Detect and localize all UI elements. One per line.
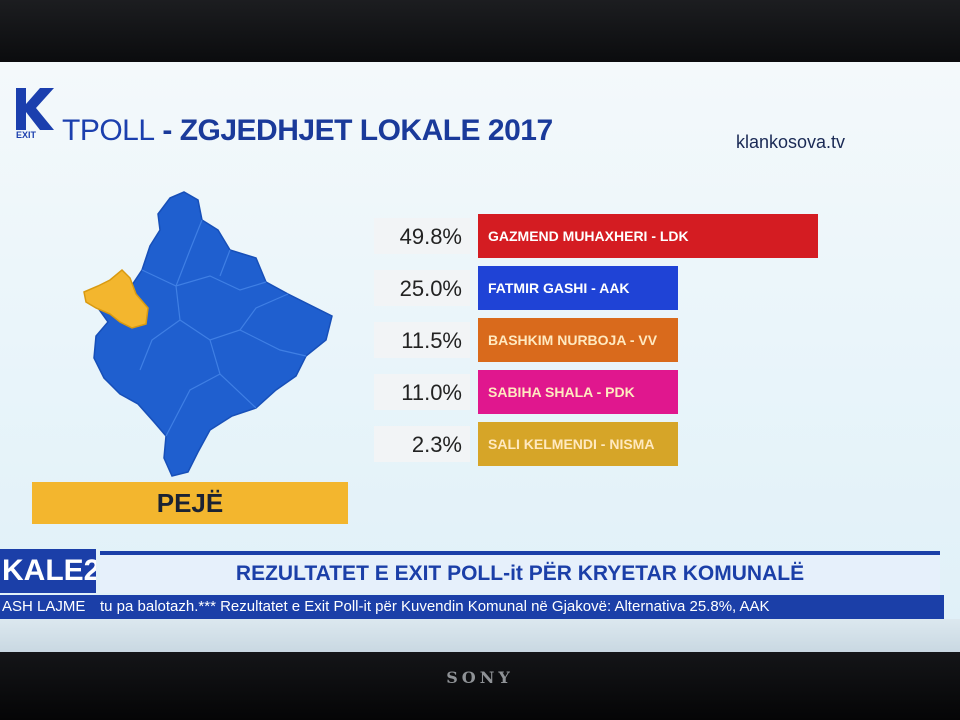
title-prefix: TPOLL — [62, 114, 155, 147]
candidate-label: SALI KELMENDI - NISMA — [488, 436, 654, 452]
percent-label: 2.3% — [412, 432, 462, 457]
region-label: PEJË — [32, 482, 348, 524]
percent-label: 25.0% — [400, 276, 462, 301]
map-district-lines — [139, 219, 307, 437]
percent-box — [374, 322, 470, 358]
result-bar — [478, 370, 678, 414]
percent-box — [374, 426, 470, 462]
screen-bottom-strip — [0, 619, 960, 652]
percent-label: 49.8% — [400, 224, 462, 249]
kosovo-map — [83, 191, 333, 477]
percent-label: 11.0% — [401, 380, 462, 405]
title-main: - ZGJEDHJET LOKALE 2017 — [154, 114, 553, 147]
tv-bezel-bottom — [0, 652, 960, 720]
logo-text: EXIT — [16, 130, 37, 140]
peje-region — [83, 268, 149, 329]
result-bar — [478, 422, 678, 466]
news-ticker: tu pa balotazh.*** Rezultatet e Exit Pol… — [96, 595, 944, 619]
percent-label: 11.5% — [401, 328, 462, 353]
percent-box — [374, 218, 470, 254]
page-title: TPOLL - ZGJEDHJET LOKALE 2017 — [62, 114, 553, 148]
tv-brand-logo: SONY — [446, 668, 514, 687]
ticker-label: ASH LAJME — [0, 595, 96, 619]
tv-bezel-top — [0, 0, 960, 62]
tv-screen: EXIT TPOLL - ZGJEDHJET LOKALE 2017 klank… — [0, 62, 960, 652]
results-bar-chart: 49.8% GAZMEND MUHAXHERI - LDK 25.0% FATMIR … — [374, 214, 818, 466]
candidate-label: GAZMEND MUHAXHERI - LDK — [488, 228, 689, 244]
candidate-label: SABIHA SHALA - PDK — [488, 384, 635, 400]
result-bar — [478, 318, 678, 362]
candidate-label: FATMIR GASHI - AAK — [488, 280, 630, 296]
kosovo-map-shape — [93, 191, 333, 477]
site-url: klankosova.tv — [736, 132, 846, 152]
percent-box — [374, 270, 470, 306]
klan-kosova-logo: EXIT — [16, 88, 54, 140]
result-bar — [478, 266, 678, 310]
result-bar — [478, 214, 818, 258]
headline-banner: REZULTATET E EXIT POLL-it PËR KRYETAR KO… — [100, 551, 940, 593]
candidate-label: BASHKIM NURBOJA - VV — [488, 332, 658, 348]
percent-box — [374, 374, 470, 410]
